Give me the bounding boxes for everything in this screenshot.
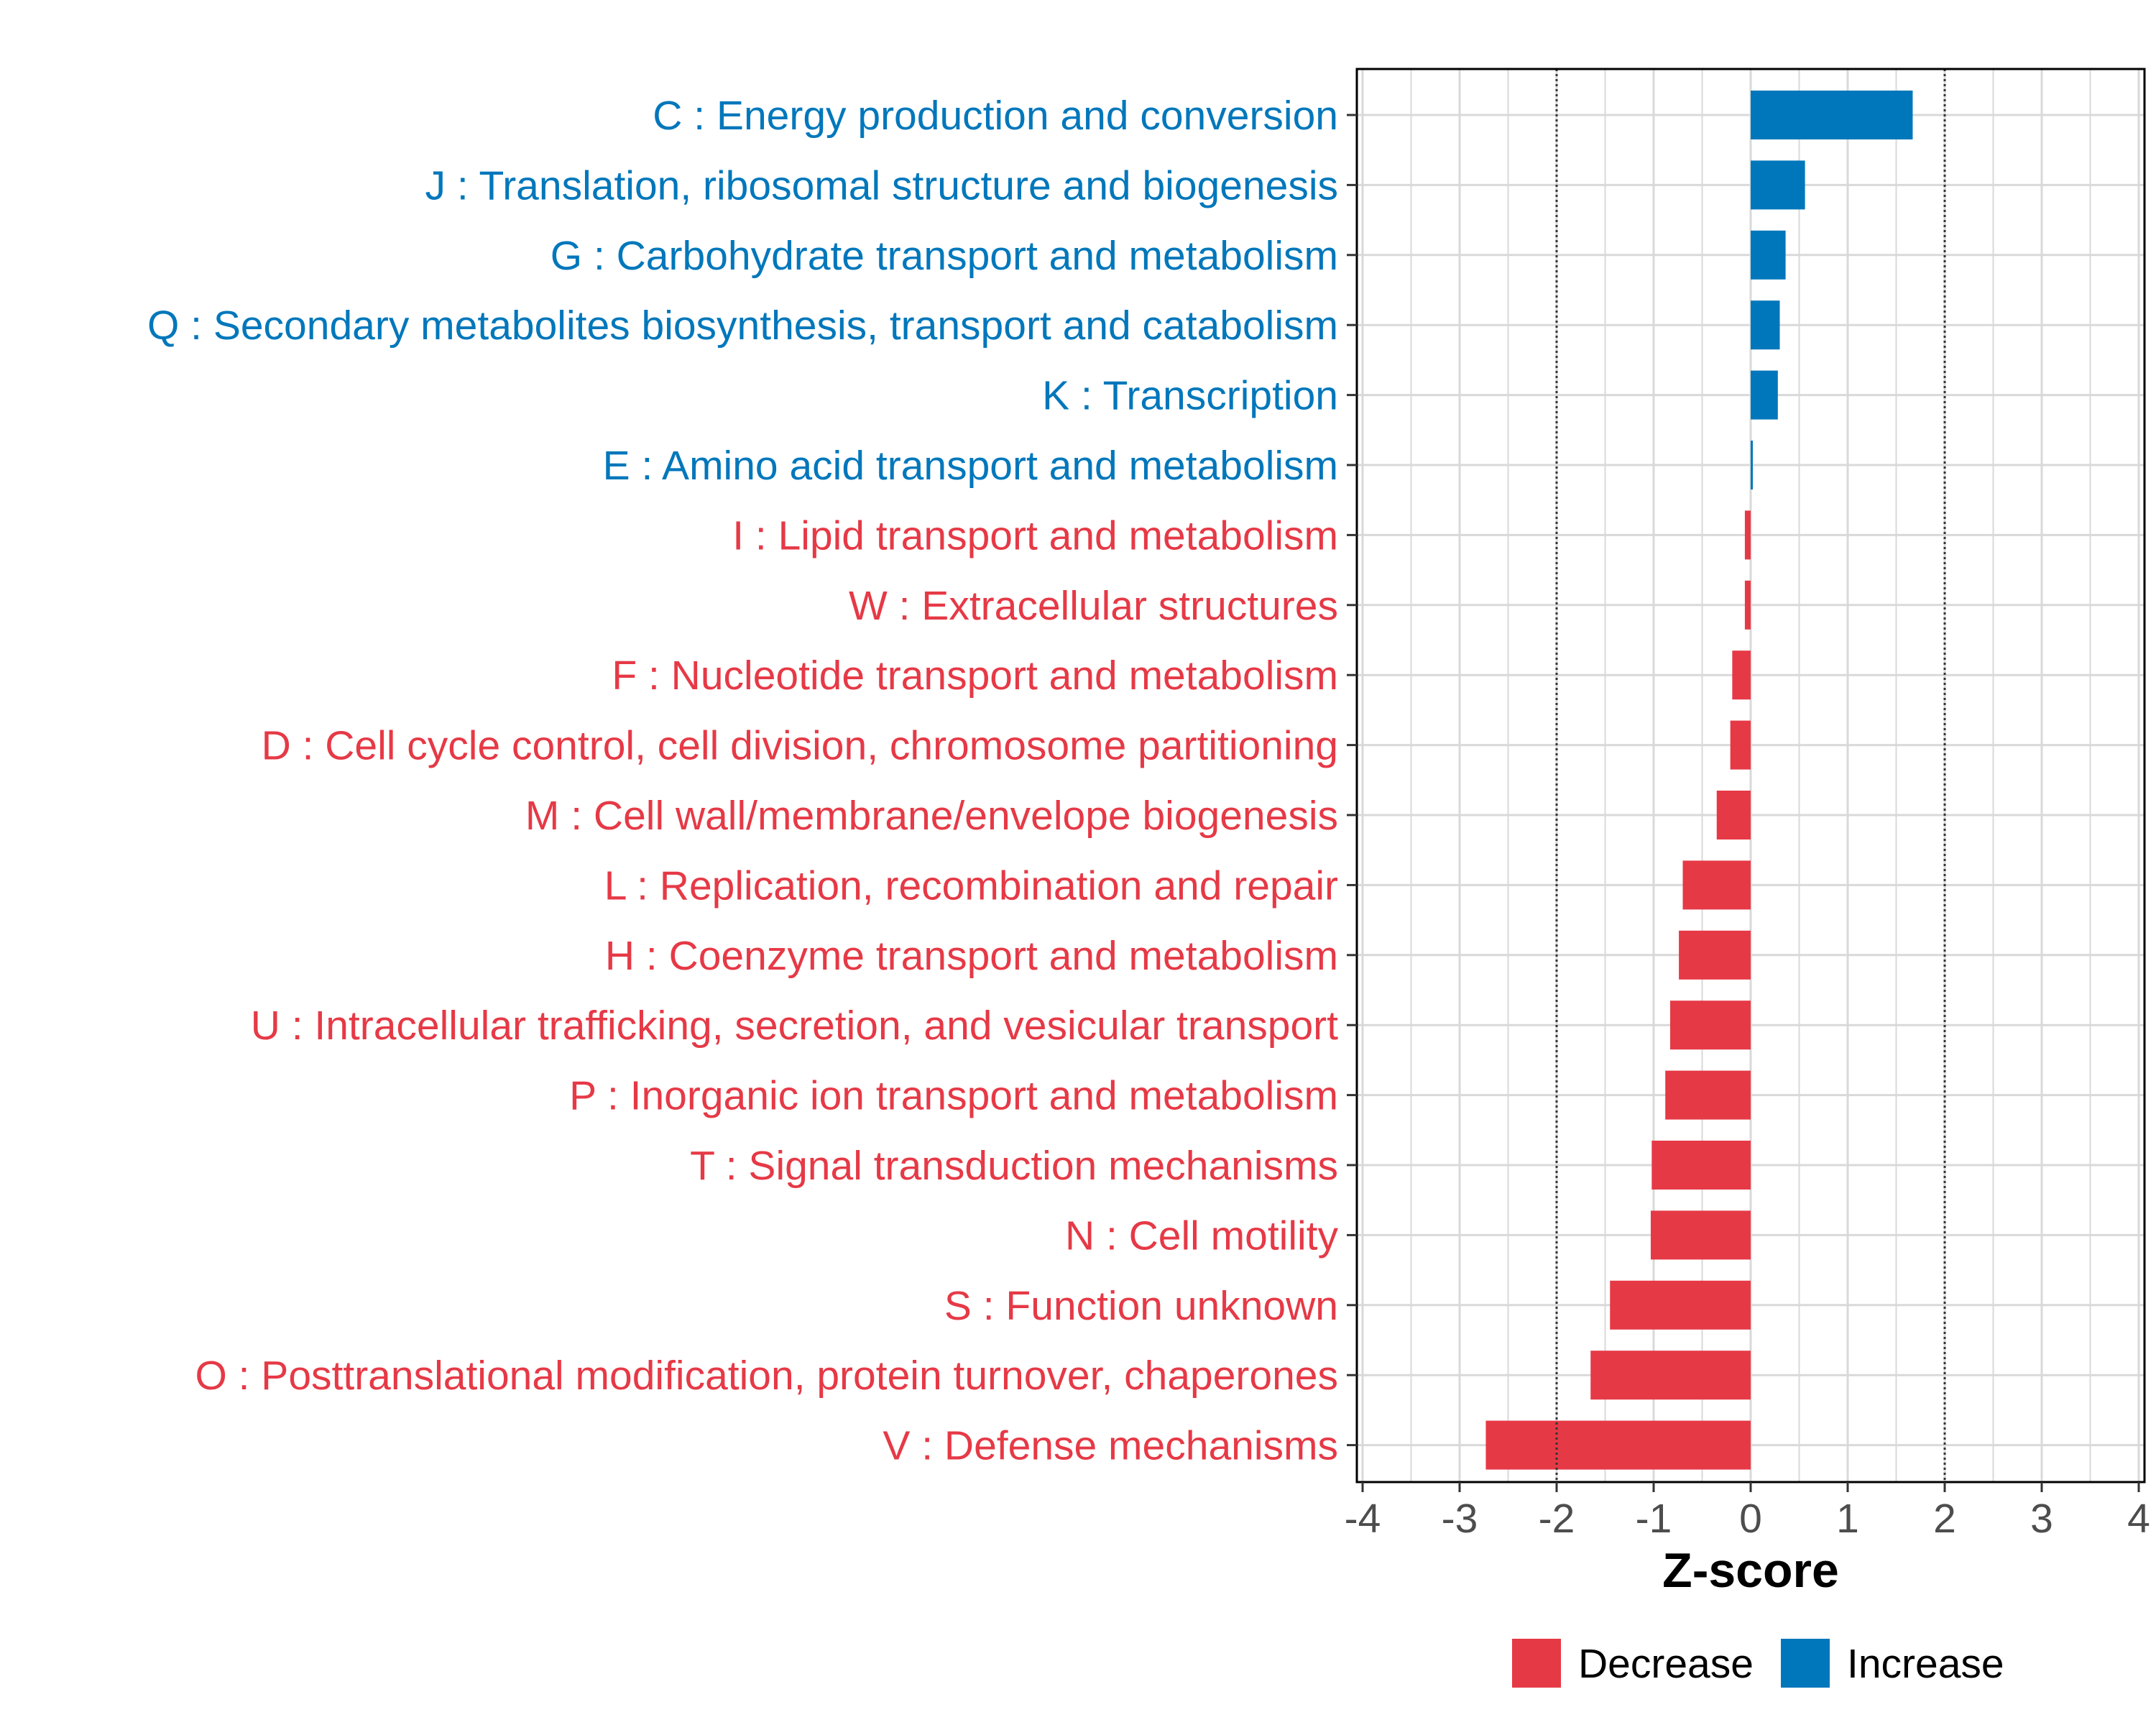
category-label: J : Translation, ribosomal structure and…	[425, 162, 1338, 208]
category-label: N : Cell motility	[1065, 1213, 1339, 1259]
category-label: M : Cell wall/membrane/envelope biogenes…	[525, 793, 1338, 839]
bar	[1751, 91, 1913, 139]
bar	[1751, 300, 1780, 350]
bar	[1744, 510, 1751, 560]
x-tick-label: -2	[1539, 1496, 1575, 1542]
legend: Decrease Increase	[1512, 1639, 2004, 1688]
category-label: I : Lipid transport and metabolism	[732, 512, 1338, 558]
category-labels: C : Energy production and conversion J : …	[147, 93, 1339, 1469]
category-label: Q : Secondary metabolites biosynthesis, …	[147, 303, 1338, 349]
category-label: U : Intracellular trafficking, secretion…	[251, 1003, 1338, 1049]
x-tick-label: -1	[1636, 1496, 1672, 1542]
category-label: T : Signal transduction mechanisms	[690, 1143, 1338, 1189]
category-label: F : Nucleotide transport and metabolism	[612, 653, 1338, 699]
threshold-layer	[1555, 69, 1946, 1482]
bar	[1485, 1420, 1751, 1470]
bar	[1744, 580, 1751, 630]
bar	[1682, 860, 1751, 910]
bar-layer	[1485, 91, 1913, 1470]
category-label: G : Carbohydrate transport and metabolis…	[550, 233, 1338, 279]
x-tick-label: 3	[2030, 1496, 2053, 1542]
x-tick-label: 4	[2127, 1496, 2150, 1542]
x-tick-label: -3	[1442, 1496, 1478, 1542]
bar	[1665, 1070, 1751, 1120]
legend-label-increase: Increase	[1847, 1641, 2004, 1687]
category-label: W : Extracellular structures	[849, 583, 1338, 629]
category-label: C : Energy production and conversion	[653, 93, 1338, 139]
x-tick-labels: -4 -3 -2 -1 0 1 2 3 4	[1345, 1496, 2150, 1542]
bar	[1650, 1210, 1751, 1260]
legend-label-decrease: Decrease	[1578, 1641, 1754, 1687]
bar	[1751, 160, 1805, 210]
x-tick-label: -4	[1345, 1496, 1381, 1542]
bar	[1590, 1351, 1751, 1400]
category-label: L : Replication, recombination and repai…	[604, 862, 1338, 908]
category-label: O : Posttranslational modification, prot…	[195, 1353, 1338, 1399]
category-label: E : Amino acid transport and metabolism	[603, 443, 1338, 489]
x-tick-marks	[1361, 1482, 2140, 1492]
bar	[1730, 720, 1751, 770]
legend-swatch-increase	[1781, 1639, 1830, 1688]
grid-layer	[1357, 69, 2145, 1482]
bar	[1610, 1280, 1751, 1330]
bar	[1669, 1000, 1751, 1050]
category-label: S : Function unknown	[944, 1283, 1338, 1329]
bar	[1751, 370, 1778, 420]
bar	[1716, 791, 1751, 840]
category-label: D : Cell cycle control, cell division, c…	[262, 723, 1338, 769]
bar	[1651, 1141, 1751, 1190]
legend-swatch-decrease	[1512, 1639, 1561, 1688]
bar	[1679, 930, 1751, 980]
category-label: V : Defense mechanisms	[883, 1423, 1338, 1469]
x-tick-label: 1	[1836, 1496, 1859, 1542]
x-tick-label: 2	[1933, 1496, 1956, 1542]
x-axis-title: Z-score	[1662, 1543, 1839, 1598]
category-label: P : Inorganic ion transport and metaboli…	[569, 1073, 1338, 1119]
bar	[1751, 230, 1786, 280]
y-tick-marks	[1347, 114, 1357, 1447]
x-tick-label: 0	[1739, 1496, 1762, 1542]
category-label: H : Coenzyme transport and metabolism	[605, 933, 1338, 979]
bar	[1732, 650, 1751, 700]
category-label: K : Transcription	[1042, 373, 1338, 419]
bar	[1751, 441, 1753, 489]
